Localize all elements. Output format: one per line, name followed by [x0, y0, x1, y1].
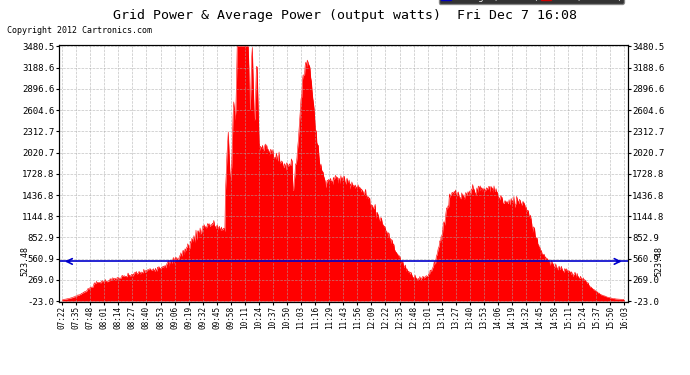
Text: 523.48: 523.48: [655, 246, 664, 276]
Text: Grid Power & Average Power (output watts)  Fri Dec 7 16:08: Grid Power & Average Power (output watts…: [113, 9, 577, 22]
Text: Copyright 2012 Cartronics.com: Copyright 2012 Cartronics.com: [7, 26, 152, 35]
Legend: Average  (AC Watts), Grid  (AC Watts): Average (AC Watts), Grid (AC Watts): [439, 0, 624, 4]
Text: 523.48: 523.48: [20, 246, 29, 276]
